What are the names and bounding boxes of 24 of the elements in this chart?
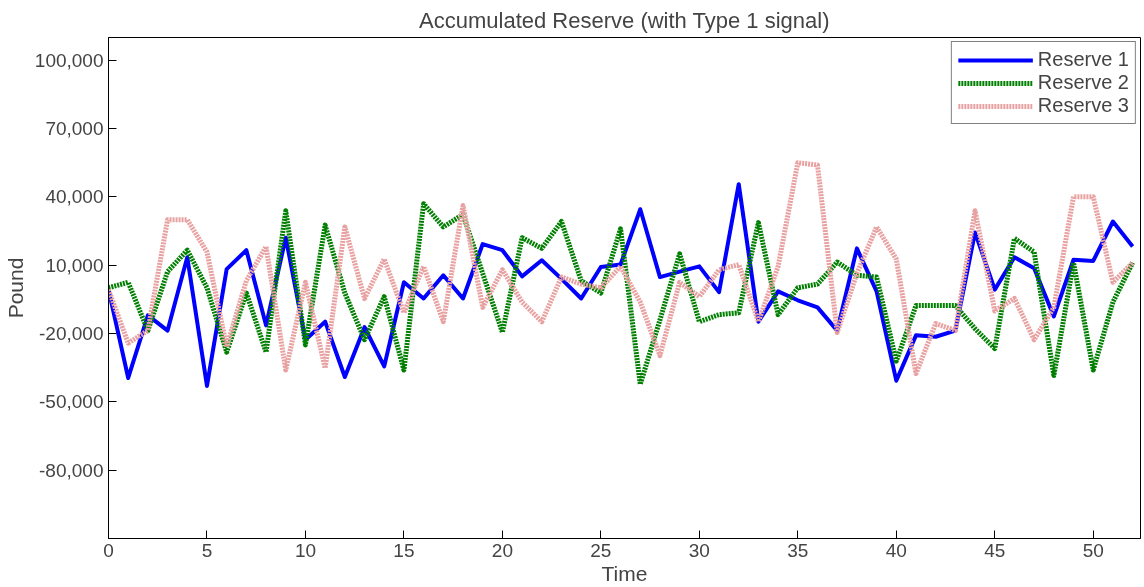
- legend-label: Reserve 2: [1037, 71, 1129, 94]
- y-axis-title: Pound: [3, 257, 27, 319]
- y-tick-label: -50,000: [39, 391, 104, 413]
- x-tick-label: 45: [984, 539, 1006, 561]
- legend-label: Reserve 1: [1037, 48, 1129, 71]
- x-tick-label: 10: [294, 539, 317, 561]
- chart-title: Accumulated Reserve (with Type 1 signal): [419, 7, 830, 33]
- x-tick-label: 35: [787, 539, 809, 561]
- legend-label: Reserve 3: [1037, 94, 1129, 117]
- x-tick-label: 5: [201, 539, 213, 561]
- x-axis-title: Time: [601, 561, 648, 585]
- x-tick-label: 20: [491, 539, 513, 561]
- x-tick-label: 15: [393, 539, 415, 561]
- y-tick-label: 100,000: [34, 49, 104, 71]
- y-tick-label: 10,000: [45, 254, 104, 276]
- y-tick-label: 70,000: [45, 118, 104, 140]
- x-tick-label: 40: [885, 539, 907, 561]
- y-tick-label: -20,000: [39, 323, 104, 345]
- y-tick-label: -80,000: [39, 459, 104, 481]
- x-tick-label: 30: [688, 539, 710, 561]
- x-tick-label: 25: [590, 539, 612, 561]
- x-tick-label: 0: [103, 539, 114, 561]
- y-tick-label: 40,000: [45, 186, 104, 208]
- x-tick-label: 50: [1082, 539, 1104, 561]
